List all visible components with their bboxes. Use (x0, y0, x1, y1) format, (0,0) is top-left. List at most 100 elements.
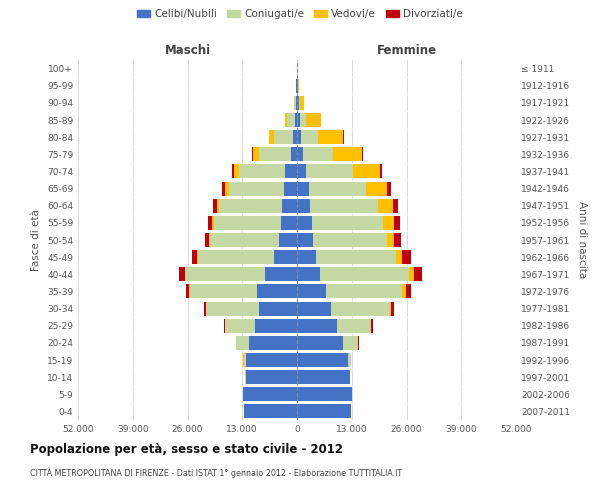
Bar (306, 113, 321, 127)
Bar (387, 182, 391, 196)
Bar (297, 130, 301, 144)
Bar (229, 182, 284, 196)
Bar (282, 198, 297, 212)
Bar (297, 302, 331, 316)
Bar (391, 302, 394, 316)
Bar (300, 113, 306, 127)
Bar (297, 336, 343, 350)
Bar (312, 216, 383, 230)
Bar (274, 130, 293, 144)
Bar (320, 268, 409, 281)
Bar (301, 130, 318, 144)
Bar (297, 370, 350, 384)
Bar (224, 318, 226, 332)
Bar (297, 198, 310, 212)
Bar (281, 216, 297, 230)
Text: CITTÀ METROPOLITANA DI FIRENZE - Dati ISTAT 1° gennaio 2012 - Elaborazione TUTTI: CITTÀ METROPOLITANA DI FIRENZE - Dati IS… (30, 468, 402, 478)
Bar (226, 182, 229, 196)
Bar (198, 250, 274, 264)
Bar (409, 268, 413, 281)
Bar (297, 164, 306, 178)
Bar (236, 336, 248, 350)
Bar (223, 182, 226, 196)
Bar (297, 404, 351, 418)
Bar (186, 284, 189, 298)
Bar (239, 164, 285, 178)
Bar (243, 388, 297, 402)
Text: Femmine: Femmine (376, 44, 437, 58)
Bar (280, 233, 297, 247)
Bar (383, 216, 394, 230)
Bar (206, 302, 259, 316)
Bar (371, 318, 373, 332)
Bar (269, 130, 274, 144)
Bar (197, 250, 198, 264)
Bar (337, 318, 371, 332)
Bar (394, 233, 401, 247)
Bar (297, 78, 298, 92)
Bar (309, 182, 365, 196)
Bar (298, 78, 299, 92)
Bar (259, 148, 290, 162)
Bar (333, 148, 362, 162)
Bar (299, 96, 300, 110)
Bar (304, 148, 333, 162)
Bar (245, 370, 297, 384)
Bar (297, 250, 316, 264)
Bar (313, 233, 387, 247)
Bar (378, 198, 392, 212)
Bar (402, 284, 406, 298)
Bar (396, 250, 402, 264)
Bar (413, 268, 422, 281)
Bar (247, 353, 297, 367)
Bar (318, 130, 343, 144)
Bar (310, 198, 378, 212)
Bar (259, 302, 297, 316)
Y-axis label: Anni di nascita: Anni di nascita (577, 202, 587, 278)
Bar (297, 318, 337, 332)
Text: Popolazione per età, sesso e stato civile - 2012: Popolazione per età, sesso e stato civil… (30, 442, 343, 456)
Bar (214, 216, 281, 230)
Bar (234, 164, 239, 178)
Bar (297, 268, 320, 281)
Bar (300, 96, 304, 110)
Bar (192, 250, 197, 264)
Bar (295, 96, 296, 110)
Legend: Celibi/Nubili, Coniugati/e, Vedovi/e, Divorziati/e: Celibi/Nubili, Coniugati/e, Vedovi/e, Di… (133, 5, 467, 24)
Bar (297, 216, 312, 230)
Bar (265, 268, 297, 281)
Bar (257, 284, 297, 298)
Bar (244, 404, 297, 418)
Bar (297, 182, 309, 196)
Bar (208, 216, 212, 230)
Y-axis label: Fasce di età: Fasce di età (31, 209, 41, 271)
Bar (255, 318, 297, 332)
Bar (387, 233, 394, 247)
Bar (347, 353, 351, 367)
Bar (331, 302, 389, 316)
Bar (296, 96, 297, 110)
Bar (392, 198, 398, 212)
Bar (285, 164, 297, 178)
Bar (179, 268, 185, 281)
Bar (290, 148, 297, 162)
Bar (297, 148, 304, 162)
Bar (274, 250, 297, 264)
Bar (285, 113, 287, 127)
Bar (295, 113, 297, 127)
Bar (287, 113, 295, 127)
Bar (213, 198, 217, 212)
Bar (402, 250, 411, 264)
Bar (219, 198, 282, 212)
Bar (204, 302, 206, 316)
Bar (406, 284, 411, 298)
Bar (248, 336, 297, 350)
Bar (210, 233, 280, 247)
Bar (190, 284, 257, 298)
Bar (297, 233, 313, 247)
Bar (232, 164, 234, 178)
Bar (297, 353, 347, 367)
Bar (297, 96, 299, 110)
Bar (297, 113, 300, 127)
Bar (297, 388, 352, 402)
